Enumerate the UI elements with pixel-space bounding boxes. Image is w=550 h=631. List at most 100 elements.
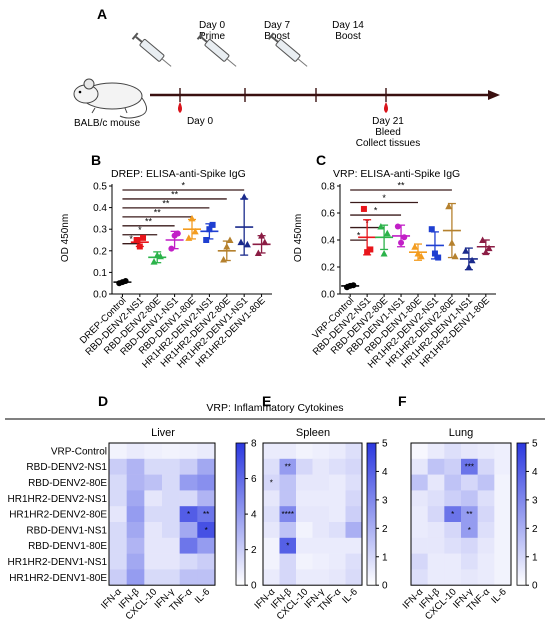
heatmap-cell: [477, 443, 495, 460]
heatmap-cell: [345, 537, 363, 554]
event-top-label: Boost: [264, 31, 290, 42]
heatmap-cell: [279, 522, 297, 539]
colorbar-tick-label: 4: [251, 510, 257, 521]
heatmap-cell: [494, 553, 512, 570]
heatmap-cell: [179, 522, 198, 539]
event-bottom-label: Day 21: [372, 116, 404, 127]
heatmap-cell: [162, 490, 180, 507]
colorbar: [366, 442, 377, 586]
heatmap-cell: [494, 458, 512, 475]
heatmap-cell: [494, 443, 512, 460]
event-top-label: Day 0: [199, 20, 226, 31]
data-point: [206, 226, 213, 233]
heatmap-cell: [427, 490, 445, 507]
heatmap-cell: [126, 522, 145, 539]
heatmap-cell: [477, 553, 495, 570]
heatmap-cell: [477, 506, 495, 523]
heatmap-cell: [411, 490, 428, 507]
heatmap-cell: [444, 553, 462, 570]
heatmap-cell: [279, 490, 297, 507]
heatmap-cell: [411, 506, 428, 523]
heatmap-cell: [197, 458, 216, 475]
data-point: [431, 250, 438, 257]
y-tick-label: 0.2: [93, 246, 107, 257]
heatmap-cell: [329, 553, 346, 570]
row-label: RBD-DENV2-80E: [28, 478, 107, 489]
heatmap-cell: [296, 443, 313, 460]
heatmap-cell: [296, 506, 313, 523]
significance-label: **: [398, 181, 406, 191]
colorbar-tick-label: 1: [382, 552, 388, 563]
data-point: [191, 227, 199, 235]
heatmap-cell: [144, 522, 163, 539]
data-point: [451, 252, 459, 260]
data-point: [417, 252, 425, 260]
heatmap-cell: [444, 537, 462, 554]
heatmap-cell: [296, 537, 313, 554]
heatmap-cell: [345, 569, 363, 586]
heatmap-cell: [179, 490, 198, 507]
significance-star: *: [286, 542, 289, 551]
heatmap-cell: [444, 569, 462, 586]
significance-star: *: [187, 510, 190, 519]
heatmap-cell: [144, 569, 163, 586]
heatmap-cell: [329, 458, 346, 475]
heatmap-cell: [109, 537, 127, 554]
heatmap-cell: [126, 458, 145, 475]
colorbar-tick-label: 0: [251, 581, 257, 592]
chart-c-ylabel: OD 450nm: [293, 214, 304, 262]
heatmap-cell: [162, 474, 180, 491]
heatmap-cell: [126, 506, 145, 523]
heatmap-cell: [296, 458, 313, 475]
heatmap-cell: [179, 506, 198, 523]
heatmap-cell: [329, 522, 346, 539]
colorbar-tick-label: 6: [251, 474, 257, 485]
heatmap-cell: [109, 443, 127, 460]
data-point: [223, 242, 231, 250]
significance-star: **: [285, 463, 291, 472]
significance-label: *: [182, 181, 186, 191]
syringe-plunger: [271, 36, 279, 43]
heatmap-cell: [144, 553, 163, 570]
syringe-needle: [297, 58, 308, 67]
significance-star: *: [468, 526, 471, 535]
heatmap-cell: [144, 490, 163, 507]
data-point: [367, 246, 374, 253]
heatmap-cell: [312, 506, 330, 523]
heatmap-cell: [345, 443, 363, 460]
syringe-plunger: [135, 36, 143, 43]
heatmap-cell: [179, 537, 198, 554]
data-point: [203, 237, 210, 243]
heatmap-cell: [179, 443, 198, 460]
heatmap-cell: [444, 458, 462, 475]
event-bottom-label: Bleed: [375, 127, 401, 138]
colorbar-tick-label: 8: [251, 439, 257, 450]
column-label: IL-6: [489, 587, 508, 606]
row-label: RBD-DENV1-NS1: [26, 525, 107, 536]
heatmap-row-labels: VRP-Control RBD-DENV2-NS1 RBD-DENV2-80E HR1…: [8, 446, 108, 583]
data-point: [465, 263, 473, 270]
heatmap-cell: [345, 506, 363, 523]
heatmap-cell: [144, 506, 163, 523]
heatmap-cell: [263, 506, 280, 523]
data-point: [462, 247, 470, 254]
syringe-icon: [267, 32, 308, 67]
heatmap-cell: [312, 443, 330, 460]
heatmap-cell: [444, 474, 462, 491]
syringe-plunger: [200, 36, 208, 43]
heatmap-cell: [427, 553, 445, 570]
data-point: [174, 230, 181, 237]
chart-c-title: VRP: ELISA-anti-Spike IgG: [333, 168, 460, 180]
data-point: [482, 248, 490, 256]
heatmap-cell: [263, 569, 280, 586]
heatmap-cell: [162, 443, 180, 460]
data-point: [364, 249, 371, 256]
data-point: [380, 250, 388, 257]
heatmap-cell: [444, 490, 462, 507]
data-point: [240, 193, 248, 200]
data-point: [398, 239, 405, 246]
row-label: VRP-Control: [51, 446, 107, 457]
heatmap-cell: [197, 506, 216, 523]
significance-label: *: [129, 234, 133, 244]
